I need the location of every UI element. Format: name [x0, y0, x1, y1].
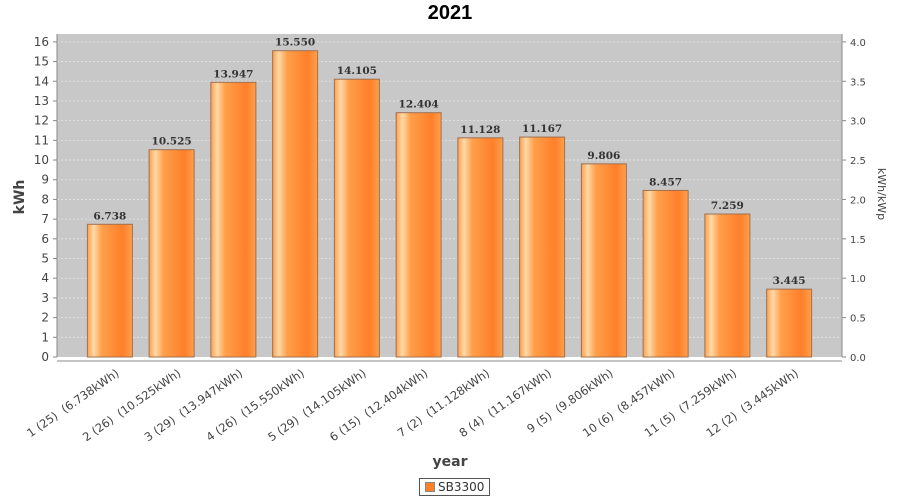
chart-title: 2021 [427, 2, 473, 24]
y-axis-title: kWh [12, 180, 28, 215]
y-tick-label: 11 [34, 133, 49, 147]
data-label: 11.167 [522, 123, 562, 135]
legend: SB3300 [419, 478, 491, 496]
y-tick-label: 6 [41, 232, 49, 246]
data-label: 14.105 [337, 65, 377, 77]
data-label: 11.128 [460, 124, 500, 136]
y-tick-label: 12 [34, 114, 49, 128]
y-tick-label: 10 [34, 153, 49, 167]
data-label: 12.404 [399, 99, 439, 111]
x-axis-title: year [433, 454, 468, 470]
y2-tick-label: 3.5 [850, 77, 866, 88]
bar [642, 189, 689, 358]
y2-tick-label: 0.0 [850, 353, 866, 364]
bar [457, 137, 504, 358]
y-tick-label: 7 [41, 212, 49, 226]
y2-tick-label: 4.0 [850, 38, 866, 49]
bar [272, 50, 319, 358]
bar [395, 112, 442, 358]
data-label: 6.738 [93, 210, 126, 222]
data-label: 10.525 [152, 136, 192, 148]
y-tick-label: 5 [41, 252, 49, 266]
y2-tick-label: 1.5 [850, 235, 866, 246]
legend-label: SB3300 [438, 480, 485, 494]
y-tick-label: 14 [34, 74, 49, 88]
legend-swatch [425, 482, 435, 492]
y-tick-label: 4 [41, 271, 49, 285]
data-label: 7.259 [711, 200, 744, 212]
bar [210, 81, 257, 358]
data-label: 15.550 [275, 37, 315, 49]
y-tick-label: 9 [41, 173, 49, 187]
bar [86, 223, 133, 358]
bar [766, 288, 813, 358]
data-label: 9.806 [587, 150, 620, 162]
bar [333, 78, 380, 358]
bar [580, 163, 627, 358]
y2-tick-label: 0.5 [850, 314, 866, 325]
bar [148, 149, 195, 358]
y-tick-label: 1 [41, 330, 49, 344]
y-tick-label: 15 [34, 55, 49, 69]
gridlines [57, 41, 842, 338]
bars: 6.738 10.525 13.947 15.550 14.105 12.404 11.12… [86, 37, 813, 358]
data-label: 8.457 [649, 176, 682, 188]
y2-tick-label: 3.0 [850, 117, 866, 128]
y2-axis-title: kWh/kWp [875, 168, 888, 220]
y-tick-label: 3 [41, 291, 49, 305]
data-label: 13.947 [213, 68, 253, 80]
data-label: 3.445 [773, 275, 806, 287]
y2-tick-label: 2.5 [850, 156, 866, 167]
y2-tick-label: 1.0 [850, 274, 866, 285]
y2-tick-label: 2.0 [850, 195, 866, 206]
y-tick-label: 13 [34, 94, 49, 108]
y-tick-label: 0 [41, 350, 49, 364]
y-tick-label: 8 [41, 192, 49, 206]
bar [519, 136, 566, 358]
y-tick-label: 16 [34, 35, 49, 49]
y-tick-label: 2 [41, 311, 49, 325]
bar [704, 213, 751, 358]
